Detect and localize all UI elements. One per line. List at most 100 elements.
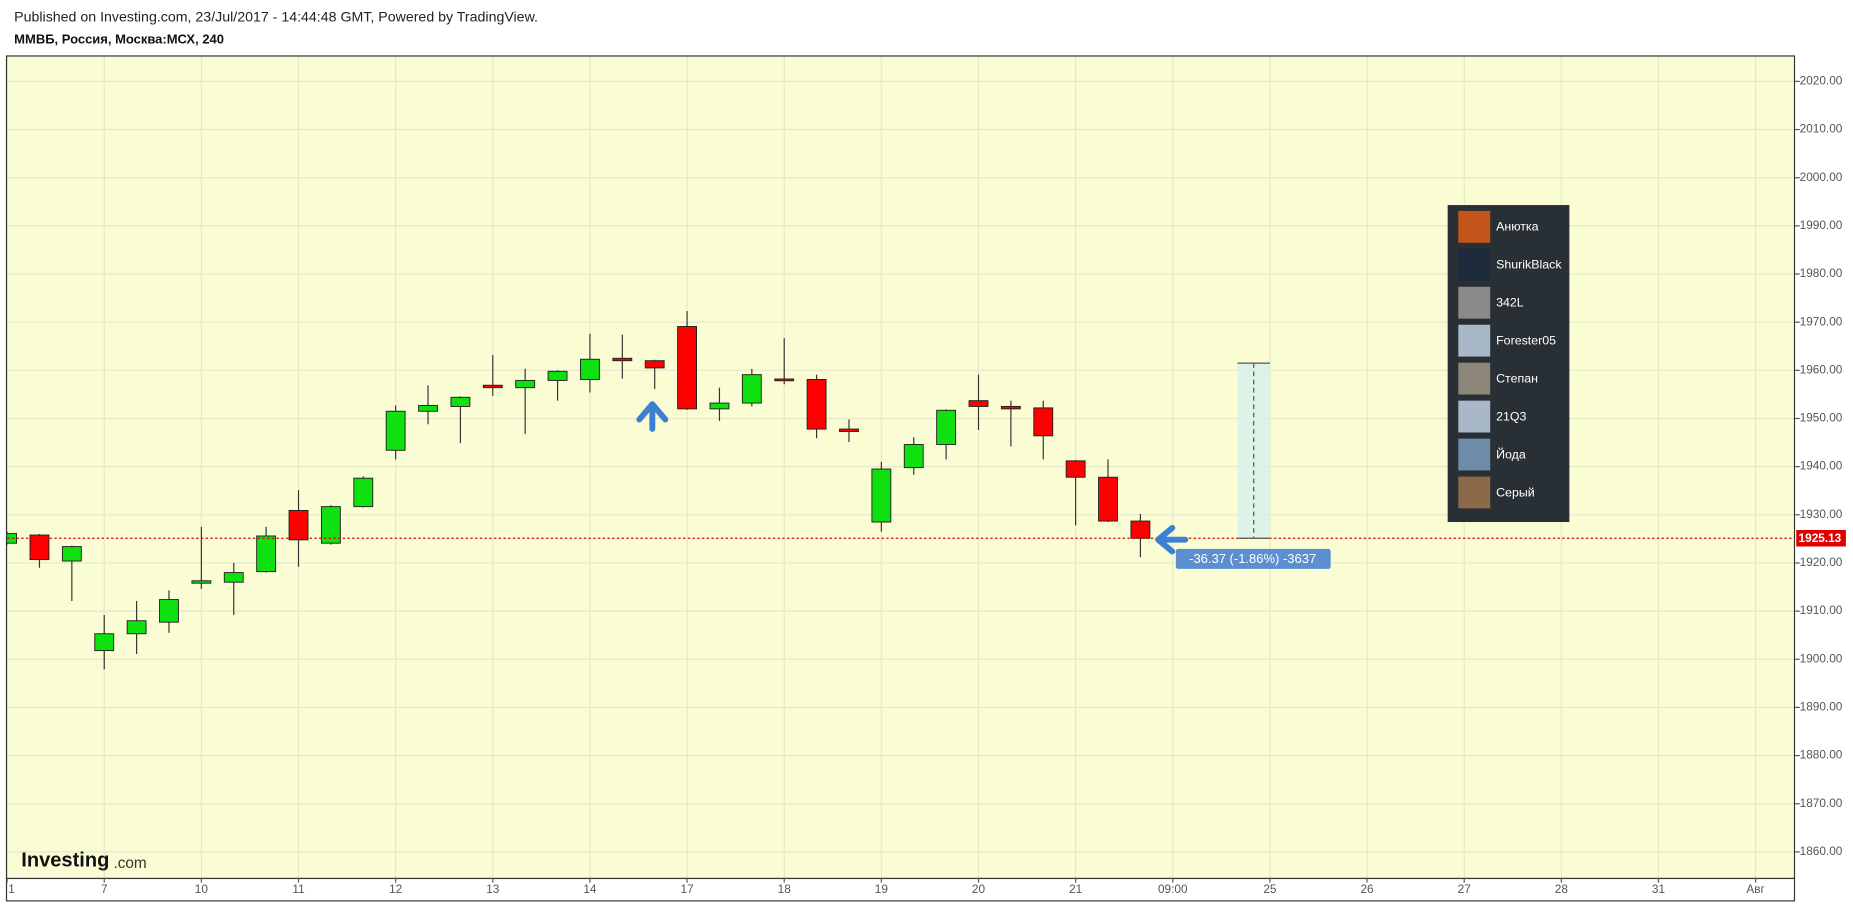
- x-tick-label: 20: [972, 882, 986, 896]
- candle-body: [288, 509, 309, 541]
- x-tick-label: 12: [389, 882, 402, 896]
- measure-label-box: [1175, 548, 1331, 569]
- x-tick-label: 26: [1360, 882, 1374, 896]
- candle-body: [320, 506, 341, 544]
- candle-body: [256, 535, 277, 573]
- x-tick-label: 28: [1555, 882, 1569, 896]
- x-tick-label: 09:00: [1158, 882, 1188, 896]
- candle-body: [580, 358, 600, 380]
- candle-body: [385, 410, 406, 451]
- candle-body: [1130, 520, 1151, 539]
- avatar: [1458, 400, 1491, 433]
- candle-body: [1065, 460, 1086, 478]
- x-tick-label: 10: [195, 882, 209, 896]
- up-arrow: [636, 401, 669, 432]
- candle-body: [450, 396, 471, 407]
- measure-label: -36.37 (-1.86%) -3637: [1189, 551, 1316, 566]
- x-tick-label: 11: [292, 882, 304, 896]
- chart-title: ММВБ, Россия, Москва:МСХ, 240: [14, 31, 224, 46]
- avatar: [1458, 210, 1491, 243]
- candle-body: [126, 620, 147, 635]
- candle-body: [612, 357, 633, 362]
- candle-body: [709, 402, 730, 410]
- legend: Анютка ShurikBlack 342L Forester05 Степан 21Q…: [1458, 210, 1562, 509]
- avatar: [1458, 438, 1491, 471]
- avatar: [1458, 286, 1491, 319]
- y-tick-label: 1990.00: [1800, 218, 1843, 232]
- candle-body: [1000, 405, 1021, 410]
- candle-body: [644, 360, 665, 369]
- x-tick-label: 17: [681, 882, 694, 896]
- legend-name: Forester05: [1496, 334, 1556, 348]
- candle-body: [159, 599, 179, 623]
- y-tick-label: 1910.00: [1800, 603, 1843, 617]
- y-tick-label: 1920.00: [1800, 555, 1843, 569]
- candle-body: [191, 580, 212, 584]
- y-tick-label: 1950.00: [1800, 411, 1843, 425]
- legend-name: 21Q3: [1496, 409, 1526, 423]
- candle-body: [1033, 407, 1054, 437]
- subtitle: Published on Investing.com, 23/Jul/2017 …: [14, 9, 538, 25]
- legend-name: Анютка: [1496, 220, 1539, 234]
- y-tick-label: 1860.00: [1800, 844, 1843, 858]
- candles: [7, 311, 1796, 670]
- candle-body: [353, 477, 374, 508]
- logo-suffix: .com: [113, 855, 146, 872]
- candle-body: [29, 534, 50, 561]
- avatar: [1458, 476, 1491, 509]
- legend-name: Йода: [1496, 446, 1526, 461]
- x-tick-label: 27: [1458, 882, 1471, 896]
- y-tick-label: 2000.00: [1800, 170, 1843, 184]
- x-tick-label: 1: [8, 882, 15, 896]
- candle-body: [839, 428, 859, 432]
- candle-body: [94, 633, 115, 652]
- y-tick-label: 1960.00: [1800, 362, 1843, 376]
- x-axis-band: [5, 877, 1796, 902]
- x-tick-label: 21: [1069, 882, 1082, 896]
- last-price-box: [1796, 530, 1846, 547]
- candle-body: [903, 444, 924, 469]
- y-tick-label: 1930.00: [1800, 507, 1843, 521]
- y-tick-label: 1980.00: [1800, 266, 1843, 280]
- candle-body: [547, 370, 568, 381]
- x-tick-label: 13: [486, 882, 500, 896]
- candle-body: [1098, 476, 1118, 522]
- x-tick-label: Авг: [1746, 882, 1764, 896]
- x-tick-label: 25: [1263, 882, 1277, 896]
- y-tick-label: 1900.00: [1800, 651, 1843, 665]
- candle-body: [871, 468, 892, 523]
- legend-name: Серый: [1496, 485, 1535, 499]
- avatar: [1458, 324, 1491, 357]
- legend-name: Степан: [1496, 371, 1538, 385]
- legend-name: ShurikBlack: [1496, 258, 1562, 272]
- avatar: [1458, 248, 1491, 281]
- candle-body: [677, 326, 698, 410]
- candle-body: [61, 546, 82, 562]
- x-tick-label: 7: [101, 882, 108, 896]
- y-tick-label: 1880.00: [1800, 748, 1843, 762]
- logo-main: Investing: [21, 850, 109, 872]
- x-tick-label: 19: [875, 882, 888, 896]
- x-tick-label: 18: [778, 882, 792, 896]
- y-tick-label: 1970.00: [1800, 314, 1843, 328]
- candle-body: [774, 378, 795, 382]
- x-tick-label: 14: [583, 882, 597, 896]
- candle-body: [223, 572, 244, 583]
- y-tick-label: 2010.00: [1800, 122, 1843, 136]
- last-price-label: 1925.13: [1799, 531, 1842, 545]
- y-tick-label: 2020.00: [1800, 74, 1843, 88]
- candle-body: [806, 379, 827, 430]
- y-tick-label: 1890.00: [1800, 700, 1843, 714]
- candle-body: [936, 409, 957, 445]
- candle-body: [968, 400, 989, 407]
- x-tick-label: 31: [1652, 882, 1665, 896]
- candle-body: [482, 384, 503, 389]
- avatar: [1458, 362, 1491, 395]
- y-tick-label: 1940.00: [1800, 459, 1843, 473]
- left-arrow: [1155, 524, 1189, 555]
- candle-body: [418, 405, 438, 412]
- y-tick-label: 1870.00: [1800, 796, 1843, 810]
- candle-body: [515, 379, 536, 389]
